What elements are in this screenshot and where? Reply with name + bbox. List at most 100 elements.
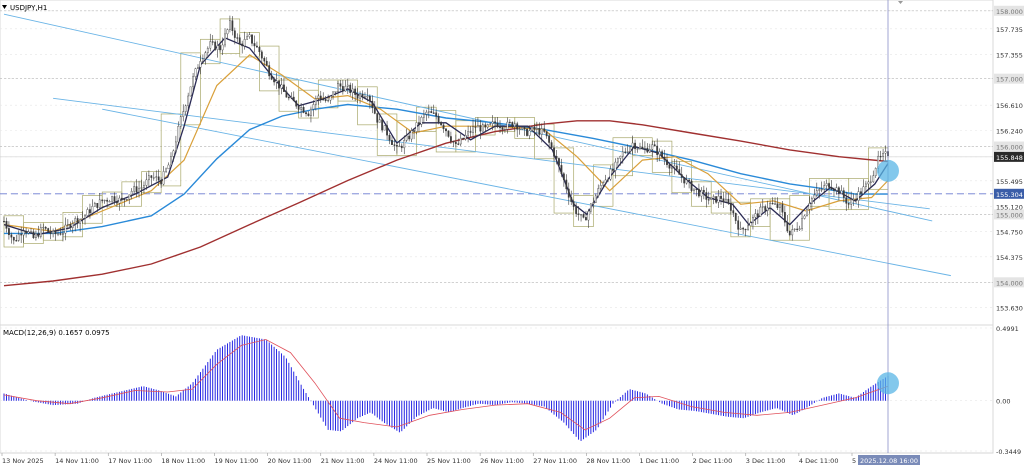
candle-body bbox=[182, 111, 185, 117]
candle-body bbox=[383, 125, 386, 131]
candle-body bbox=[609, 168, 612, 180]
candle-body bbox=[440, 122, 442, 126]
time-tick-label: 21 Nov 11:00 bbox=[321, 457, 365, 465]
candle-body bbox=[823, 185, 826, 190]
candle-body bbox=[727, 198, 730, 204]
candle-body bbox=[204, 52, 207, 59]
time-tick-label: 1 Dec 11:00 bbox=[640, 457, 680, 465]
candle-body bbox=[774, 203, 776, 205]
candle-body bbox=[793, 228, 796, 230]
candle-body bbox=[722, 198, 725, 203]
candle-body bbox=[214, 41, 217, 50]
time-tick-label: 24 Nov 11:00 bbox=[374, 457, 418, 465]
candle-body bbox=[469, 131, 472, 133]
candle-body bbox=[707, 199, 710, 201]
candle-body bbox=[585, 217, 587, 221]
candle-body bbox=[818, 189, 821, 191]
candle-body bbox=[265, 60, 268, 66]
candle-body bbox=[688, 179, 691, 182]
candle-body bbox=[391, 140, 393, 145]
candle-body bbox=[624, 151, 627, 153]
candle-body bbox=[833, 189, 835, 191]
candle-body bbox=[808, 203, 811, 210]
range-box bbox=[671, 161, 692, 194]
candle-body bbox=[462, 137, 465, 140]
candles bbox=[3, 15, 889, 245]
dropdown-icon[interactable] bbox=[2, 5, 7, 9]
candle-body bbox=[621, 151, 624, 157]
range-box bbox=[396, 120, 417, 156]
candle-body bbox=[725, 198, 727, 203]
candle-body bbox=[459, 137, 462, 145]
candle-body bbox=[233, 30, 236, 38]
candle-body bbox=[764, 206, 767, 211]
candle-body bbox=[852, 199, 855, 201]
candle-body bbox=[229, 20, 231, 30]
candle-body bbox=[27, 231, 30, 234]
candle-body bbox=[140, 187, 143, 189]
candle-body bbox=[486, 124, 489, 128]
candle-body bbox=[435, 112, 438, 117]
candle-body bbox=[452, 141, 455, 143]
candle-body bbox=[349, 84, 352, 93]
candle-body bbox=[867, 181, 870, 185]
price-level-badge bbox=[994, 209, 1024, 220]
time-tick-label: 17 Nov 11:00 bbox=[108, 457, 152, 465]
candle-body bbox=[580, 214, 582, 216]
price-levels bbox=[0, 10, 993, 283]
range-box bbox=[160, 113, 182, 187]
candle-body bbox=[445, 128, 447, 132]
candle-body bbox=[324, 99, 327, 101]
time-tick-label: 4 Dec 11:00 bbox=[799, 457, 839, 465]
candle-body bbox=[489, 123, 492, 125]
candle-body bbox=[474, 126, 477, 128]
price-tick-label: 155.848 bbox=[996, 154, 1023, 162]
candle-body bbox=[698, 188, 700, 197]
price-tick-label: 156.610 bbox=[996, 102, 1023, 110]
candle-body bbox=[263, 57, 266, 62]
price-badge bbox=[994, 151, 1024, 162]
candle-body bbox=[123, 198, 126, 201]
candle-body bbox=[543, 128, 546, 132]
candle-body bbox=[796, 228, 799, 230]
channel-upper-line bbox=[3, 13, 933, 222]
candle-body bbox=[786, 222, 789, 232]
candle-body bbox=[646, 147, 649, 153]
candle-body bbox=[3, 221, 5, 223]
price-tick-label: 154.750 bbox=[996, 228, 1023, 236]
candle-body bbox=[423, 114, 425, 118]
candle-body bbox=[226, 29, 229, 35]
candle-body bbox=[378, 119, 381, 123]
candle-body bbox=[548, 135, 551, 143]
candle-body bbox=[42, 226, 45, 229]
price-panel[interactable]: 158.000 157.735 157.355 157.000 156.610 156.2… bbox=[0, 0, 1024, 326]
candle-body bbox=[715, 196, 718, 203]
candle-body bbox=[847, 203, 850, 205]
candle-body bbox=[81, 217, 84, 220]
candle-body bbox=[393, 144, 396, 146]
candle-body bbox=[756, 213, 759, 217]
candle-body bbox=[840, 190, 843, 194]
candle-body bbox=[337, 83, 339, 92]
candle-body bbox=[172, 150, 175, 157]
candle-body bbox=[467, 131, 469, 136]
candle-body bbox=[305, 112, 307, 115]
candle-body bbox=[533, 126, 536, 130]
candle-body bbox=[359, 93, 361, 99]
candle-body bbox=[678, 169, 681, 175]
candle-body bbox=[481, 124, 484, 132]
candle-body bbox=[680, 174, 683, 178]
candle-body bbox=[791, 229, 794, 236]
candle-body bbox=[865, 183, 867, 187]
candle-body bbox=[103, 199, 106, 202]
price-tick-label: 156.240 bbox=[996, 127, 1023, 135]
time-tick-label: 13 Nov 2025 bbox=[2, 457, 44, 465]
candle-body bbox=[418, 122, 420, 125]
candle-body bbox=[197, 67, 199, 69]
current-time-badge bbox=[858, 455, 920, 465]
candle-body bbox=[526, 128, 528, 136]
trend-channel bbox=[3, 13, 951, 277]
candle-body bbox=[663, 156, 666, 161]
candle-body bbox=[862, 186, 865, 194]
